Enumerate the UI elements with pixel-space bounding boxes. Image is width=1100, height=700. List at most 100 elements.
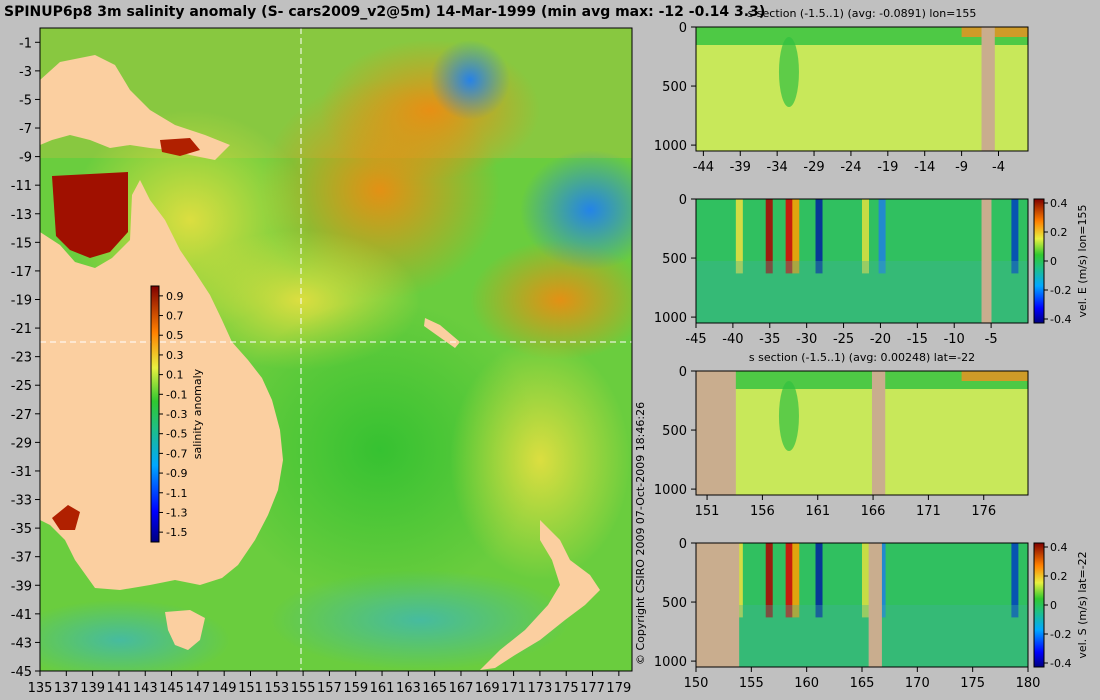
- section-x-tick-label: -19: [877, 160, 898, 175]
- map-colorbar-label: salinity anomaly: [191, 368, 204, 459]
- section-x-tick-label: 165: [850, 676, 875, 691]
- map-y-tick-label: -25: [11, 379, 32, 394]
- map-x-tick-label: 141: [107, 681, 132, 696]
- section-colorbar-tick-label: -0.4: [1050, 313, 1071, 326]
- map-colorbar-tick-label: 0.7: [166, 310, 184, 323]
- map-y-tick-label: -29: [11, 436, 32, 451]
- section-x-tick-label: -45: [685, 332, 706, 347]
- section-x-tick-label: 175: [960, 676, 985, 691]
- section-colorbar-tick-label: -0.2: [1050, 628, 1071, 641]
- map-x-tick-label: 161: [370, 681, 395, 696]
- section-x-tick-label: 171: [916, 504, 941, 519]
- map-colorbar-tick-label: -0.9: [166, 467, 187, 480]
- map-y-tick-label: -9: [19, 151, 32, 166]
- section-land: [696, 543, 740, 667]
- map-y-tick-label: -23: [11, 351, 32, 366]
- section-y-tick-label: 1000: [654, 139, 687, 154]
- section-colorbar-tick-label: 0: [1050, 599, 1057, 612]
- section-panel-3: s section (-1.5..1) (avg: 0.00248) lat=-…: [654, 351, 1029, 519]
- map-y-axis: -1 -3 -5 -7 -9 -11 -13 -15 -17 -19 -21 -23 -25 -27 -29…: [11, 36, 40, 680]
- section-y-tick-label: 1000: [654, 483, 687, 498]
- section-x-tick-label: 156: [750, 504, 775, 519]
- section-x-tick-label: -30: [796, 332, 817, 347]
- section-land: [981, 199, 992, 323]
- map-y-tick-label: -35: [11, 522, 32, 537]
- section-title: s section (-1.5..1) (avg: -0.0891) lon=1…: [748, 7, 977, 20]
- section-x-tick-label: 166: [861, 504, 886, 519]
- section-y-tick-label: 1000: [654, 655, 687, 670]
- map-y-tick-label: -1: [19, 36, 32, 51]
- section-colorbar-tick-label: 0.4: [1050, 197, 1068, 210]
- map-x-tick-label: 175: [554, 681, 579, 696]
- section-x-tick-label: 180: [1016, 676, 1041, 691]
- section-colorbar-tick-label: 0.2: [1050, 570, 1068, 583]
- section-x-tick-label: -24: [840, 160, 861, 175]
- map-x-tick-label: 159: [343, 681, 368, 696]
- section-land: [868, 543, 882, 667]
- section-x-tick-label: -14: [914, 160, 935, 175]
- map-colorbar-tick-label: 0.1: [166, 369, 184, 382]
- map-colorbar-tick-label: 0.3: [166, 349, 184, 362]
- map-y-tick-label: -41: [11, 608, 32, 623]
- section-x-tick-label: -29: [803, 160, 824, 175]
- map-x-axis: 135 137 139 141 143 145 147 149 151 153 155 157 159 1…: [28, 671, 631, 696]
- map-panel: 135 137 139 141 143 145 147 149 151 153 155 157 159 1…: [11, 27, 633, 696]
- map-x-tick-label: 173: [527, 681, 552, 696]
- section-colorbar-tick-label: 0.2: [1050, 226, 1068, 239]
- map-y-tick-label: -5: [19, 93, 32, 108]
- map-y-tick-label: -33: [11, 494, 32, 509]
- section-x-tick-label: -44: [693, 160, 714, 175]
- map-y-tick-label: -27: [11, 408, 32, 423]
- section-colorbar-tick-label: -0.2: [1050, 284, 1071, 297]
- map-x-tick-label: 171: [501, 681, 526, 696]
- map-y-tick-label: -15: [11, 236, 32, 251]
- map-y-tick-label: -43: [11, 636, 32, 651]
- section-panel-1: s section (-1.5..1) (avg: -0.0891) lon=1…: [654, 7, 1029, 175]
- map-x-tick-label: 177: [580, 681, 605, 696]
- section-x-tick-label: 170: [905, 676, 930, 691]
- section-field: [696, 371, 1028, 495]
- section-colorbar-tick-label: 0: [1050, 255, 1057, 268]
- section-x-tick-label: -35: [759, 332, 780, 347]
- map-colorbar-tick-label: -0.1: [166, 388, 187, 401]
- map-y-tick-label: -19: [11, 293, 32, 308]
- section-colorbar: [1033, 198, 1045, 324]
- section-x-tick-label: -34: [767, 160, 788, 175]
- section-y-tick-label: 1000: [654, 311, 687, 326]
- section-y-tick-label: 0: [679, 537, 687, 552]
- map-y-tick-label: -17: [11, 265, 32, 280]
- section-frame: [695, 26, 1029, 152]
- section-field: [696, 27, 1028, 151]
- section-y-tick-label: 500: [662, 424, 687, 439]
- map-x-tick-label: 169: [475, 681, 500, 696]
- section-x-tick-label: -39: [730, 160, 751, 175]
- map-field: [40, 28, 632, 671]
- map-y-tick-label: -3: [19, 65, 32, 80]
- section-colorbar-tick-label: -0.4: [1050, 657, 1071, 670]
- map-colorbar-tick-label: 0.5: [166, 329, 184, 342]
- map-y-tick-label: -7: [19, 122, 32, 137]
- map-colorbar-tick-label: -0.5: [166, 428, 187, 441]
- map-y-tick-label: -31: [11, 465, 32, 480]
- section-y-tick-label: 0: [679, 193, 687, 208]
- section-x-tick-label: -5: [985, 332, 998, 347]
- section-land: [981, 27, 995, 151]
- section-colorbar-label: vel. S (m/s) lat=-22: [1076, 551, 1089, 658]
- figure-title: SPINUP6p8 3m salinity anomaly (S- cars20…: [4, 4, 765, 20]
- map-y-tick-label: -21: [11, 322, 32, 337]
- map-x-tick-label: 165: [422, 681, 447, 696]
- map-x-tick-label: 157: [317, 681, 342, 696]
- section-land: [871, 371, 886, 495]
- section-x-tick-label: -10: [944, 332, 965, 347]
- section-x-tick-label: -15: [907, 332, 928, 347]
- map-colorbar-tick-label: -1.1: [166, 487, 187, 500]
- section-x-tick-label: -9: [955, 160, 968, 175]
- map-y-tick-label: -45: [11, 665, 32, 680]
- section-x-tick-label: 155: [739, 676, 764, 691]
- section-frame: [695, 198, 1029, 324]
- section-x-tick-label: 160: [794, 676, 819, 691]
- section-x-tick-label: -20: [870, 332, 891, 347]
- map-colorbar-tick-label: -0.3: [166, 408, 187, 421]
- map-x-tick-label: 167: [449, 681, 474, 696]
